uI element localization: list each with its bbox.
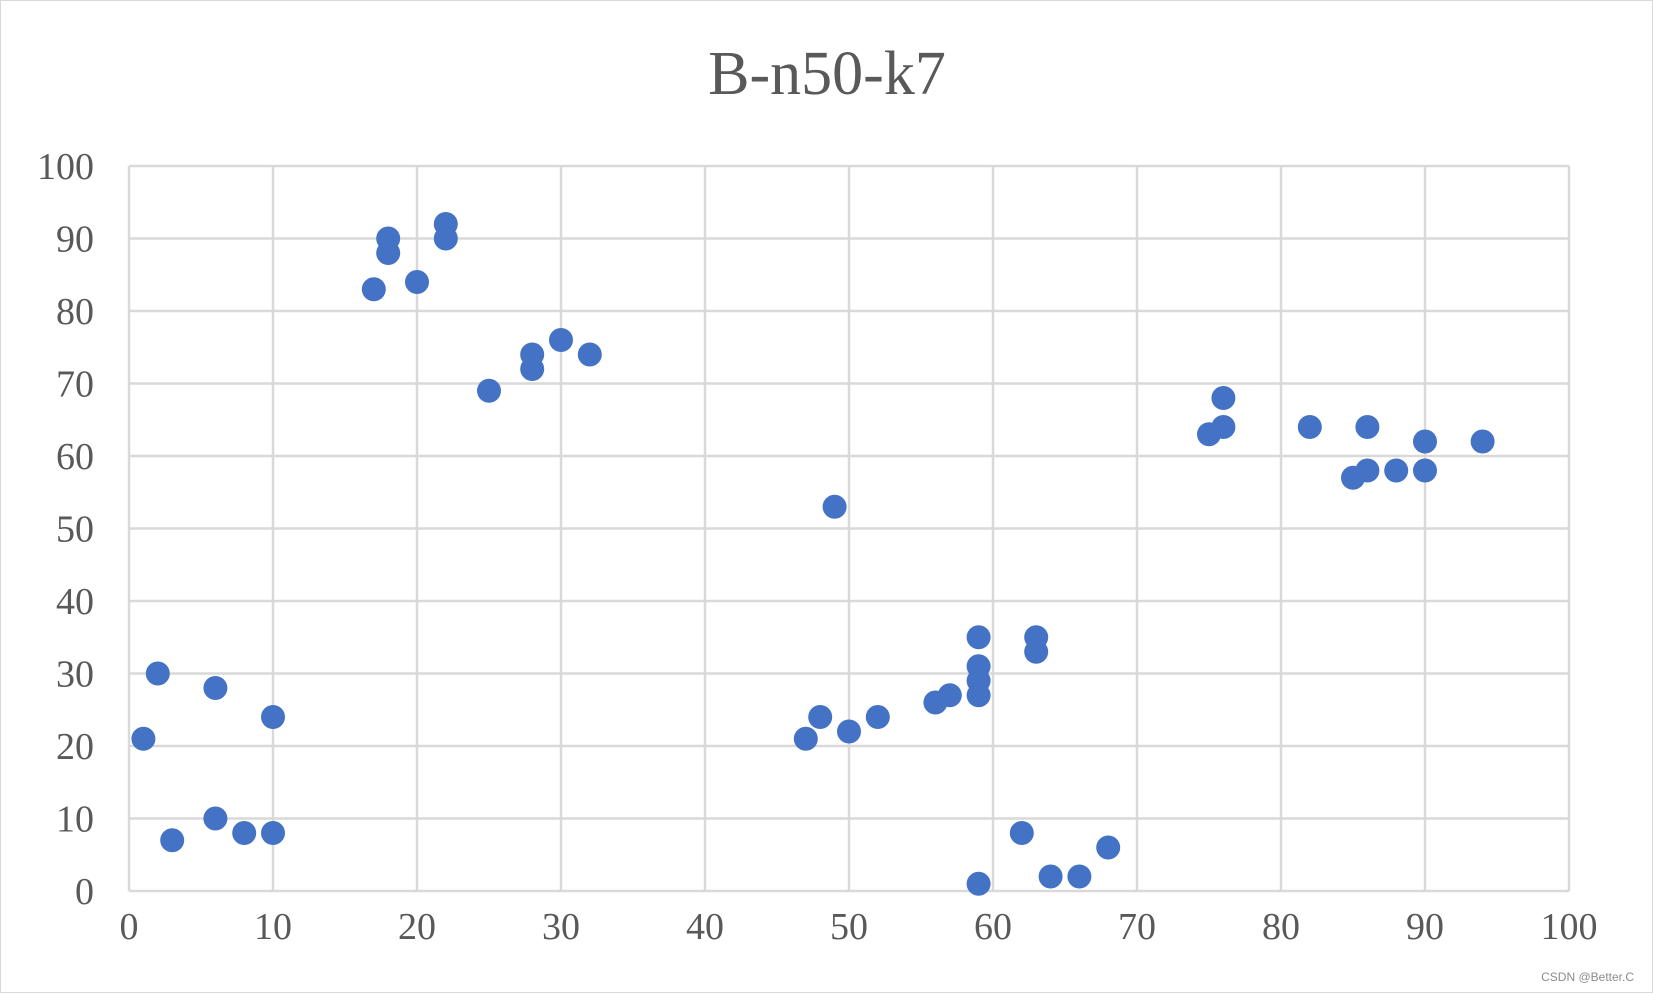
x-tick-label: 10	[254, 906, 292, 948]
x-tick-label: 30	[542, 906, 580, 948]
scatter-point	[837, 719, 861, 744]
y-axis-tick-labels: 0 10 20 30 40 50 60 70 80 90 100	[37, 146, 94, 913]
scatter-point	[1297, 415, 1322, 439]
x-tick-label: 0	[120, 906, 139, 948]
scatter-point	[577, 342, 602, 367]
scatter-point	[1413, 429, 1437, 454]
x-axis-tick-labels: 0 10 20 30 40 50 60 70 80 90 100	[120, 906, 1598, 948]
y-tick-label: 90	[56, 219, 94, 261]
scatter-point	[203, 676, 228, 700]
scatter-point	[822, 494, 847, 519]
x-tick-label: 100	[1541, 906, 1598, 948]
scatter-point	[1355, 458, 1380, 483]
y-tick-label: 100	[37, 146, 94, 188]
y-tick-label: 40	[56, 581, 94, 623]
x-tick-label: 20	[398, 906, 436, 948]
y-tick-label: 60	[56, 436, 94, 478]
scatter-point	[405, 270, 429, 294]
x-tick-label: 80	[1262, 906, 1300, 948]
scatter-point	[1470, 429, 1495, 454]
scatter-point	[261, 705, 285, 729]
x-tick-label: 50	[830, 906, 868, 948]
grid-layer	[127, 164, 1571, 893]
scatter-point	[793, 726, 818, 751]
y-tick-label: 80	[56, 291, 94, 333]
data-points	[131, 212, 1495, 896]
scatter-point	[361, 277, 386, 302]
scatter-point	[865, 705, 890, 729]
scatter-point	[1096, 835, 1121, 860]
scatter-point	[1211, 386, 1236, 410]
y-tick-label: 30	[56, 654, 94, 696]
y-tick-label: 0	[75, 871, 94, 913]
x-tick-label: 40	[686, 906, 724, 948]
y-tick-label: 20	[56, 726, 94, 768]
scatter-point	[808, 705, 833, 729]
scatter-point	[1355, 415, 1380, 439]
scatter-point	[1211, 415, 1236, 439]
x-tick-label: 60	[974, 906, 1012, 948]
watermark: CSDN @Better.C	[1541, 970, 1634, 984]
scatter-point	[1067, 864, 1092, 889]
chart-title: B-n50-k7	[708, 40, 946, 108]
scatter-point	[966, 683, 991, 708]
scatter-point	[232, 821, 257, 845]
x-tick-label: 90	[1406, 906, 1444, 948]
scatter-point	[477, 378, 501, 403]
scatter-point	[203, 806, 228, 831]
scatter-point	[433, 226, 458, 251]
scatter-point	[966, 871, 991, 896]
scatter-point	[966, 625, 991, 650]
scatter-point	[520, 357, 545, 381]
scatter-point	[549, 328, 573, 352]
scatter-point	[261, 821, 285, 845]
scatter-point	[1413, 458, 1437, 483]
scatter-point	[145, 661, 170, 686]
scatter-point	[131, 726, 156, 751]
scatter-point	[1384, 458, 1409, 483]
scatter-point	[1038, 864, 1063, 889]
scatter-point	[376, 241, 401, 265]
scatter-point	[1009, 821, 1034, 845]
y-tick-label: 50	[56, 509, 94, 551]
y-tick-label: 70	[56, 364, 94, 406]
scatter-point	[1024, 639, 1049, 664]
scatter-point	[160, 828, 185, 853]
x-tick-label: 70	[1118, 906, 1156, 948]
scatter-point	[937, 683, 962, 708]
y-tick-label: 10	[56, 799, 94, 841]
